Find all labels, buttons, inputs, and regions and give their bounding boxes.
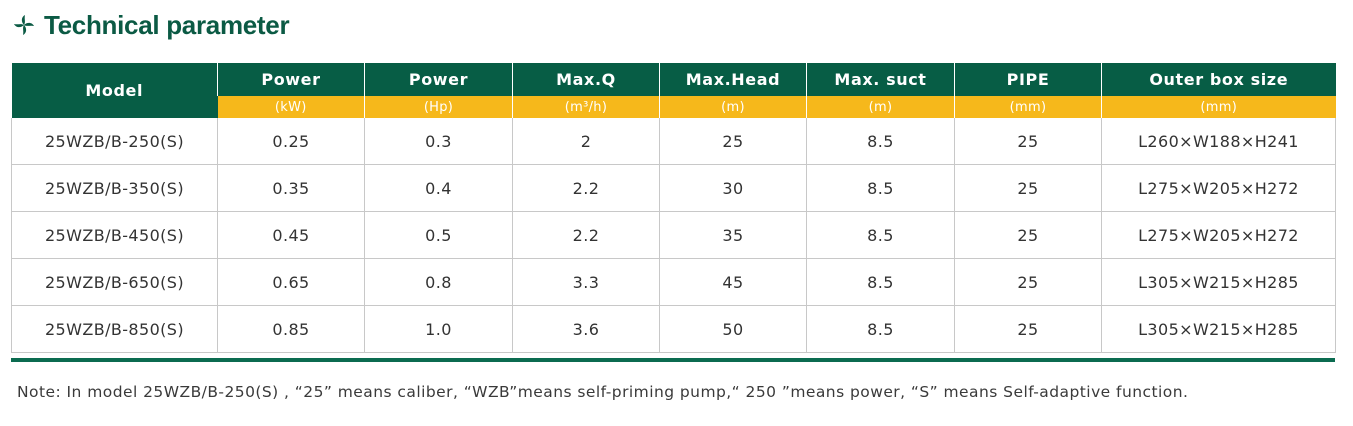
unit-max-suct: (m)	[806, 96, 955, 118]
unit-outer-box-size: (mm)	[1101, 96, 1336, 118]
column-header-max-head: Max.Head	[659, 63, 807, 96]
table-row: 25WZB/B-350(S) 0.35 0.4 2.2 30 8.5 25 L2…	[11, 164, 1336, 212]
cell-power-kw: 0.25	[217, 118, 365, 165]
cell-model: 25WZB/B-450(S)	[11, 211, 218, 259]
table-row: 25WZB/B-450(S) 0.45 0.5 2.2 35 8.5 25 L2…	[11, 211, 1336, 259]
cell-outer-box-size: L305×W215×H285	[1101, 305, 1336, 353]
unit-power-kw: (kW)	[217, 96, 365, 118]
cell-max-q: 3.3	[512, 258, 660, 306]
cell-power-kw: 0.35	[217, 164, 365, 212]
cell-power-hp: 0.3	[364, 118, 513, 165]
table-row: 25WZB/B-250(S) 0.25 0.3 2 25 8.5 25 L260…	[11, 118, 1336, 165]
column-header-model: Model	[11, 63, 218, 118]
unit-max-head: (m)	[659, 96, 807, 118]
cell-power-kw: 0.85	[217, 305, 365, 353]
cell-power-hp: 0.8	[364, 258, 513, 306]
column-header-outer-box-size: Outer box size	[1101, 63, 1336, 96]
cell-power-kw: 0.65	[217, 258, 365, 306]
column-header-pipe: PIPE	[954, 63, 1102, 96]
page-title: Technical parameter	[44, 9, 290, 40]
cell-max-q: 2	[512, 118, 660, 165]
cell-max-q: 3.6	[512, 305, 660, 353]
cell-pipe: 25	[954, 305, 1102, 353]
table-row: 25WZB/B-850(S) 0.85 1.0 3.6 50 8.5 25 L3…	[11, 305, 1336, 353]
unit-power-hp: (Hp)	[364, 96, 513, 118]
column-header-max-suct: Max. suct	[806, 63, 955, 96]
cell-model: 25WZB/B-850(S)	[11, 305, 218, 353]
unit-pipe: (mm)	[954, 96, 1102, 118]
table-header-row: Model Power Power Max.Q Max.Head Max. su…	[11, 63, 1336, 118]
table-row: 25WZB/B-650(S) 0.65 0.8 3.3 45 8.5 25 L3…	[11, 258, 1336, 306]
footnote: Note: In model 25WZB/B-250(S) , “25” mea…	[17, 383, 1189, 401]
cell-max-suct: 8.5	[806, 118, 955, 165]
section-header: Technical parameter	[13, 8, 290, 42]
column-header-max-q: Max.Q	[512, 63, 660, 96]
table-unit-row: (kW) (Hp) (m³/h) (m) (m) (mm) (mm)	[12, 96, 1336, 118]
cell-max-head: 45	[659, 258, 807, 306]
swirl-leaf-icon	[14, 15, 34, 35]
cell-pipe: 25	[954, 258, 1102, 306]
cell-power-hp: 0.4	[364, 164, 513, 212]
cell-max-suct: 8.5	[806, 164, 955, 212]
column-header-power-hp: Power	[364, 63, 513, 96]
cell-max-head: 35	[659, 211, 807, 259]
unit-max-q: (m³/h)	[512, 96, 660, 118]
cell-power-hp: 0.5	[364, 211, 513, 259]
cell-outer-box-size: L305×W215×H285	[1101, 258, 1336, 306]
cell-pipe: 25	[954, 164, 1102, 212]
cell-model: 25WZB/B-250(S)	[11, 118, 218, 165]
cell-power-kw: 0.45	[217, 211, 365, 259]
cell-max-suct: 8.5	[806, 305, 955, 353]
table-bottom-divider	[11, 358, 1335, 362]
cell-model: 25WZB/B-650(S)	[11, 258, 218, 306]
cell-pipe: 25	[954, 211, 1102, 259]
cell-power-hp: 1.0	[364, 305, 513, 353]
cell-max-suct: 8.5	[806, 211, 955, 259]
cell-outer-box-size: L275×W205×H272	[1101, 164, 1336, 212]
cell-max-head: 30	[659, 164, 807, 212]
cell-outer-box-size: L260×W188×H241	[1101, 118, 1336, 165]
cell-model: 25WZB/B-350(S)	[11, 164, 218, 212]
cell-max-head: 50	[659, 305, 807, 353]
cell-max-q: 2.2	[512, 211, 660, 259]
technical-parameter-table: Model Power Power Max.Q Max.Head Max. su…	[11, 63, 1336, 353]
column-header-power-kw: Power	[217, 63, 365, 96]
cell-max-q: 2.2	[512, 164, 660, 212]
cell-outer-box-size: L275×W205×H272	[1101, 211, 1336, 259]
cell-pipe: 25	[954, 118, 1102, 165]
cell-max-suct: 8.5	[806, 258, 955, 306]
cell-max-head: 25	[659, 118, 807, 165]
